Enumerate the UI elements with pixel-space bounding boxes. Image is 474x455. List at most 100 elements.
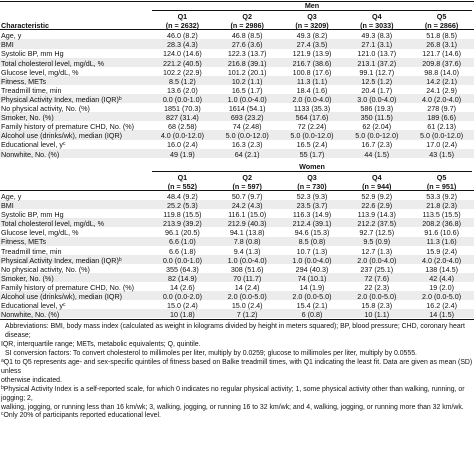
table-row: Family history of premature CHD, No. (%)… (0, 121, 474, 130)
table-cell: 28.3 (4.3) (150, 39, 215, 49)
table-cell: 16.5 (2.4) (296, 140, 328, 150)
table-cell: 121.9 (13.9) (292, 49, 332, 59)
footnote-b-cont: walking, jogging, or running less than 1… (1, 403, 464, 411)
row-label: Age, y (0, 30, 150, 40)
row-label: Smoker, No. (%) (0, 272, 150, 283)
men-group-title-cell: Men (150, 1, 474, 12)
table-cell: 14 (1.9) (299, 282, 325, 292)
table-cell: 49 (1.9) (150, 148, 215, 158)
women-group-title-cell: Women (150, 163, 474, 172)
row-label: No physical activity, No. (%) (0, 103, 150, 112)
table-cell: 6.6 (1.8) (169, 246, 196, 256)
row-label-text: No physical activity, No. (%) (1, 264, 90, 274)
table-cell: 15.9 (2.4) (426, 246, 457, 256)
row-label-footnote-marker: b (118, 256, 122, 263)
row-label-text: No physical activity, No. (%) (1, 104, 90, 114)
row-label: Treadmill time, min (0, 85, 150, 94)
table-cell: 5.0 (0.0-12.0) (214, 130, 280, 140)
row-label-text: Glucose level, mg/dL, % (1, 67, 79, 77)
table-cell: 24.2 (4.3) (214, 200, 280, 210)
row-label: Physical Activity Index, median (IQR)b (0, 254, 150, 265)
men-quintile-label: Q3 (307, 12, 317, 22)
table-cell: 212.2 (37.5) (344, 218, 410, 228)
table-cell: 72 (2.24) (297, 122, 327, 132)
table-cell: 102.2 (22.9) (163, 67, 202, 77)
row-label: Glucose level, mg/dL, % (0, 227, 150, 236)
women-n-row: (n = 552) (n = 597) (n = 730) (n = 944) (n =… (0, 181, 474, 192)
footnote-c-text: Only 20% of participants reported educat… (3, 412, 161, 420)
table-cell: 16.7 (2.3) (361, 140, 393, 150)
men-quintile-row: Q1 Q2 Q3 Q4 Q5 (0, 11, 474, 20)
table-cell: 827 (31.4) (150, 112, 215, 122)
table-cell: 213.9 (39.2) (150, 218, 215, 228)
row-label: Nonwhite, No. (%) (0, 309, 150, 319)
table-cell: 101.2 (20.1) (227, 67, 267, 77)
table-cell: 5.0 (0.0-12.0) (409, 130, 474, 140)
table-cell: 208.2 (36.8) (409, 218, 474, 228)
table-cell: 49.3 (8.3) (361, 31, 393, 41)
row-label: Total cholesterol level, mg/dL, % (0, 57, 150, 67)
women-quintile-label: Q3 (307, 172, 317, 182)
table-cell: 2.0 (0.0-4.0) (279, 94, 345, 104)
table-cell: 6.6 (1.0) (150, 236, 215, 246)
table-row: Physical Activity Index, median (IQR)b 0.… (0, 254, 474, 265)
footnote-c: cOnly 20% of participants reported educa… (1, 412, 473, 421)
row-label-footnote-marker: c (62, 141, 66, 148)
row-label-text: Physical Activity Index, median (IQR) (1, 255, 119, 265)
table-cell: 7 (1.2) (214, 309, 280, 319)
table-row: Glucose level, mg/dL, % 96.1 (20.5) 94.1 (… (0, 227, 474, 236)
table-row: Glucose level, mg/dL, % 102.2 (22.9) 101.2… (0, 67, 474, 76)
table-cell: 22.6 (2.9) (344, 200, 410, 210)
men-quintile-n: (n = 3209) (279, 20, 345, 31)
table-cell: 122.3 (13.7) (227, 49, 267, 59)
table-cell: 237 (25.1) (360, 264, 394, 274)
table-cell: 15.8 (2.3) (361, 301, 393, 311)
table-row: Systolic BP, mm Hg 119.8 (15.5) 116.1 (15.… (0, 209, 474, 218)
table-cell: 4.0 (2.0-4.0) (409, 254, 474, 264)
table-cell: 10 (1.1) (344, 309, 410, 319)
table-row: Nonwhite, No. (%) 49 (1.9) 64 (2.1) 55 (1.7… (0, 148, 474, 159)
men-n-row: Characteristic (n = 2632) (n = 2986) (n = 3… (0, 20, 474, 31)
table-cell: 3.0 (0.0-4.0) (344, 94, 410, 104)
table-cell: 19 (2.0) (429, 282, 454, 292)
footnote-b-marker: b (1, 384, 4, 391)
table-cell: 18.4 (1.6) (296, 85, 328, 95)
characteristics-table: Men Q1 Q2 Q3 Q4 Q5 Characteristic (n = 2632) (n … (0, 1, 474, 319)
table-cell: 94.6 (15.3) (294, 228, 330, 238)
men-quintile-n: (n = 2632) (150, 20, 215, 31)
table-cell: 9.5 (0.9) (344, 236, 410, 246)
row-label-text: Physical Activity Index, median (IQR) (1, 94, 119, 104)
table-row: Smoker, No. (%) 82 (14.9) 70 (11.7) 74 (10.… (0, 272, 474, 283)
table-cell: 1.0 (0.0-4.0) (214, 254, 280, 264)
table-cell: 23.5 (3.7) (279, 200, 345, 210)
women-group-header-row: Women (0, 163, 474, 172)
row-label-text: Nonwhite, No. (%) (1, 149, 60, 159)
table-cell: 24.1 (2.9) (426, 85, 457, 95)
row-label-text: Glucose level, mg/dL, % (1, 228, 79, 238)
table-row: Fitness, METs 6.6 (1.0) 7.8 (0.8) 8.5 (0.8)… (0, 236, 474, 246)
table-cell: 308 (51.6) (230, 264, 264, 274)
table-cell: 22 (2.3) (364, 282, 390, 292)
table-cell: 8.5 (1.2) (150, 75, 215, 85)
table-cell: 25.2 (5.3) (150, 200, 215, 210)
table-cell: 50.7 (9.7) (231, 191, 263, 201)
table-row: Total cholesterol level, mg/dL, % 221.2 (… (0, 57, 474, 67)
table-cell: 189 (6.6) (409, 112, 474, 122)
women-quintile-n: (n = 597) (214, 181, 280, 192)
table-cell: 48.4 (9.2) (167, 191, 198, 201)
table-cell: 121.7 (14.6) (422, 49, 461, 59)
row-label-text: Age, y (1, 191, 22, 201)
table-cell: 2.0 (0.0-5.0) (279, 291, 345, 301)
table-cell: 51.8 (8.5) (426, 31, 457, 41)
table-row: Physical Activity Index, median (IQR)b 0.… (0, 94, 474, 104)
table-cell: 16.2 (2.4) (426, 301, 457, 311)
table-cell: 61 (2.13) (427, 122, 456, 132)
table-row: Treadmill time, min 13.6 (2.0) 16.5 (1.7) 1… (0, 85, 474, 94)
footnote-a-marker: a (1, 358, 4, 365)
table-row: Educational level, yc 15.0 (2.4) 15.0 (2.4… (0, 300, 474, 309)
table-row: Family history of premature CHD, No. (%)… (0, 282, 474, 291)
footnote-a-text: Q1 to Q5 represents age- and sex-specifi… (1, 359, 473, 375)
table-cell: 212.4 (39.1) (279, 218, 345, 228)
table-cell: 62 (2.04) (362, 122, 392, 132)
table-row: Age, y 46.0 (8.2) 46.8 (8.5) 49.3 (8.2) 49.3… (0, 30, 474, 40)
